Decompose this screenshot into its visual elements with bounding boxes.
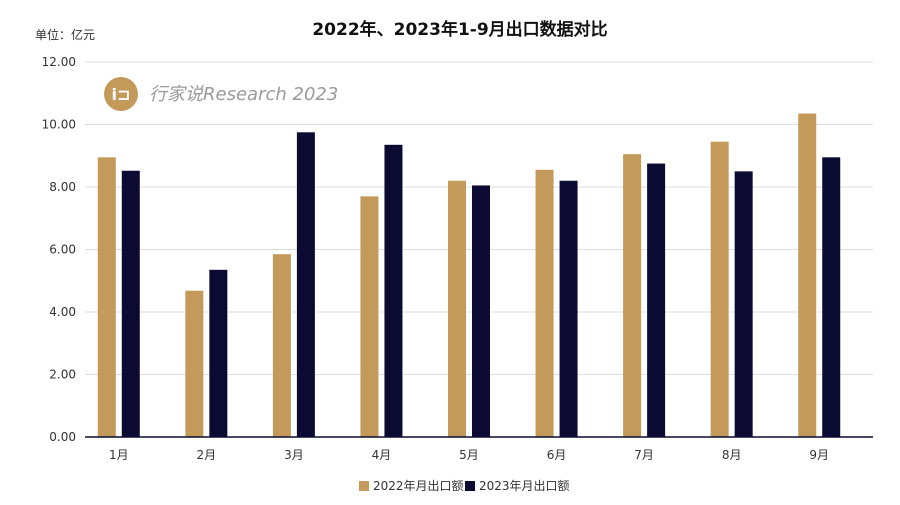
x-tick-label: 9月 [809,448,829,462]
y-tick-label: 12.00 [42,55,76,69]
y-axis-ticks: 0.00 2.00 4.00 6.00 8.00 10.00 12.00 [42,55,76,444]
x-tick-label: 5月 [459,448,479,462]
y-tick-label: 8.00 [49,180,76,194]
x-tick-label: 4月 [372,448,392,462]
x-axis-labels: 1月 2月 3月 4月 5月 6月 7月 8月 9月 [109,448,829,462]
bar-2022-3 [272,254,291,437]
x-tick-label: 2月 [197,448,217,462]
bar-2022-1 [97,157,116,437]
watermark: i⊐ 行家说Research 2023 [104,77,338,111]
y-tick-label: 0.00 [49,430,76,444]
bar-2022-6 [535,169,554,437]
bar-2023-6 [559,180,578,437]
bar-2022-4 [360,196,379,437]
unit-label: 单位：亿元 [35,27,95,42]
legend: 2022年月出口额 2023年月出口额 [359,479,570,493]
x-tick-label: 7月 [634,448,654,462]
legend-swatch-2022 [359,481,369,491]
bar-2022-2 [185,290,204,437]
bar-2023-1 [121,170,140,437]
bar-2023-4 [384,144,403,437]
bar-2022-7 [623,154,642,437]
chart-title: 2022年、2023年1-9月出口数据对比 [312,19,607,40]
x-tick-label: 8月 [722,448,742,462]
y-tick-label: 4.00 [49,305,76,319]
watermark-text: 行家说Research 2023 [149,84,338,105]
bar-2023-3 [296,132,315,437]
bar-2023-2 [209,269,228,437]
y-tick-label: 2.00 [49,368,76,382]
bar-2022-5 [448,180,466,437]
bar-2023-8 [734,171,753,437]
x-tick-label: 1月 [109,448,129,462]
legend-label-2022: 2022年月出口额 [373,479,464,493]
x-tick-label: 3月 [284,448,304,462]
y-tick-label: 6.00 [49,243,76,257]
bar-2023-5 [472,185,490,437]
bar-2022-9 [798,113,817,437]
legend-swatch-2023 [465,481,475,491]
bar-2022-8 [710,141,729,437]
bars [97,113,841,437]
legend-label-2023: 2023年月出口额 [479,479,570,493]
watermark-logo-icon [104,77,138,111]
bar-2023-7 [647,163,666,437]
y-tick-label: 10.00 [42,118,76,132]
x-tick-label: 6月 [547,448,567,462]
bar-2023-9 [822,157,841,437]
watermark-logo-glyph: i⊐ [112,85,131,104]
